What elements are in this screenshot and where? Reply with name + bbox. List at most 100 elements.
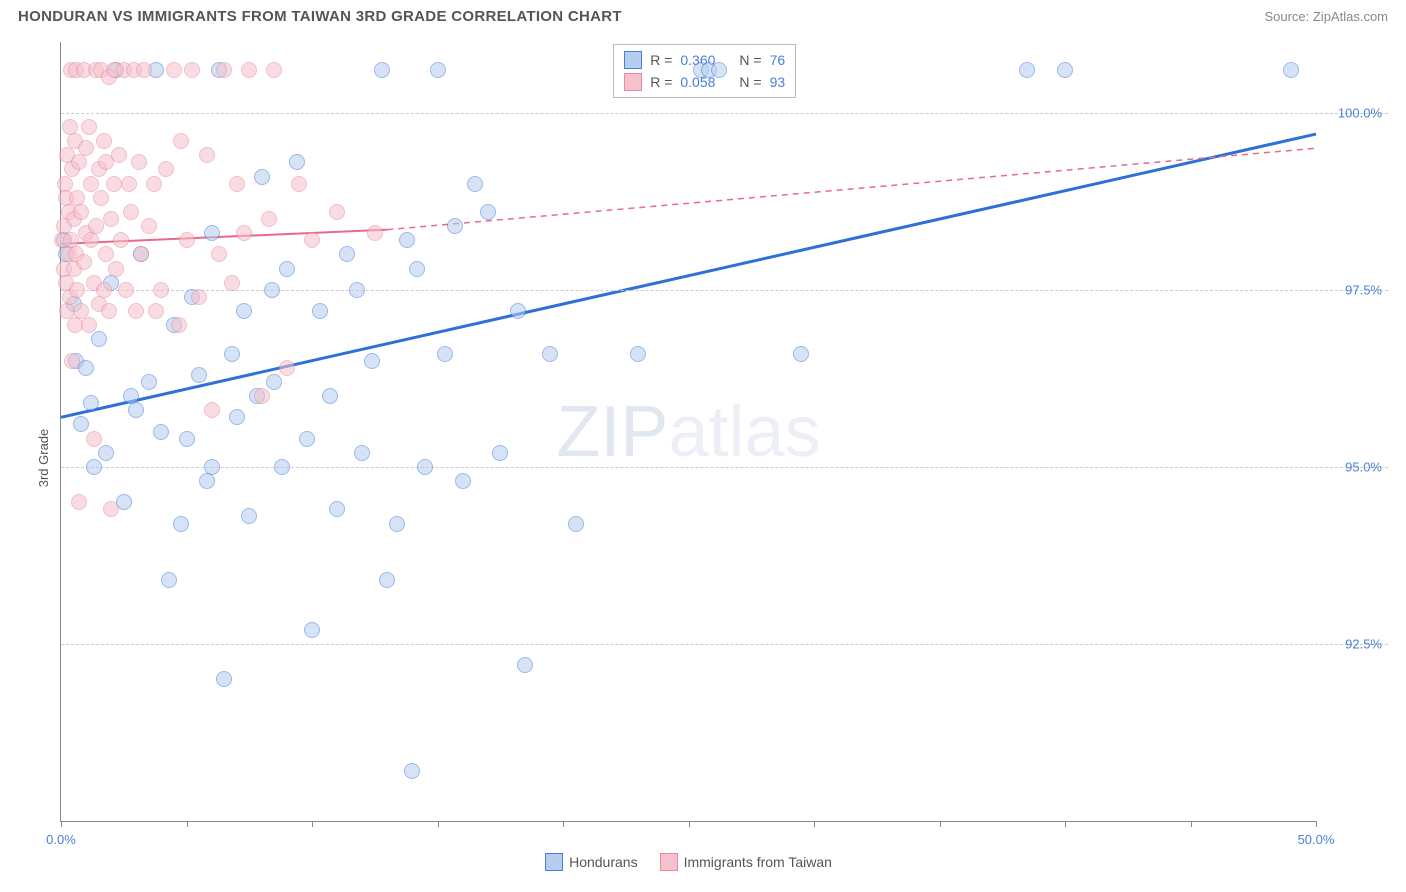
- x-tick: [563, 821, 564, 827]
- data-point: [83, 232, 99, 248]
- data-point: [133, 246, 149, 262]
- gridline: [61, 290, 1388, 291]
- x-tick: [61, 821, 62, 827]
- y-tick-label: 92.5%: [1345, 636, 1382, 651]
- x-tick: [312, 821, 313, 827]
- x-tick: [187, 821, 188, 827]
- data-point: [71, 494, 87, 510]
- data-point: [467, 176, 483, 192]
- data-point: [136, 62, 152, 78]
- data-point: [241, 62, 257, 78]
- data-point: [111, 147, 127, 163]
- data-point: [266, 62, 282, 78]
- gridline: [61, 467, 1388, 468]
- data-point: [291, 176, 307, 192]
- data-point: [364, 353, 380, 369]
- data-point: [339, 246, 355, 262]
- data-point: [121, 176, 137, 192]
- data-point: [211, 246, 227, 262]
- data-point: [304, 622, 320, 638]
- data-point: [191, 289, 207, 305]
- x-tick: [940, 821, 941, 827]
- data-point: [103, 501, 119, 517]
- plot-area: ZIPatlas R = 0.360 N = 76 R = 0.058 N = …: [60, 42, 1316, 822]
- data-point: [793, 346, 809, 362]
- swatch-taiwan: [624, 73, 642, 91]
- data-point: [204, 459, 220, 475]
- data-point: [78, 360, 94, 376]
- data-point: [517, 657, 533, 673]
- x-tick: [438, 821, 439, 827]
- data-point: [266, 374, 282, 390]
- watermark: ZIPatlas: [556, 391, 820, 473]
- x-tick: [689, 821, 690, 827]
- data-point: [96, 282, 112, 298]
- data-point: [179, 431, 195, 447]
- chart-container: 3rd Grade ZIPatlas R = 0.360 N = 76 R = …: [18, 42, 1388, 874]
- data-point: [289, 154, 305, 170]
- data-point: [224, 346, 240, 362]
- data-point: [191, 367, 207, 383]
- data-point: [148, 303, 164, 319]
- data-point: [88, 218, 104, 234]
- data-point: [69, 282, 85, 298]
- data-point: [96, 133, 112, 149]
- swatch-hondurans-icon: [545, 853, 563, 871]
- data-point: [161, 572, 177, 588]
- data-point: [322, 388, 338, 404]
- x-tick: [1191, 821, 1192, 827]
- data-point: [224, 275, 240, 291]
- data-point: [329, 501, 345, 517]
- data-point: [171, 317, 187, 333]
- data-point: [131, 154, 147, 170]
- data-point: [93, 190, 109, 206]
- data-point: [153, 424, 169, 440]
- data-point: [98, 246, 114, 262]
- swatch-taiwan-icon: [660, 853, 678, 871]
- data-point: [166, 62, 182, 78]
- data-point: [101, 303, 117, 319]
- data-point: [118, 282, 134, 298]
- data-point: [106, 176, 122, 192]
- data-point: [492, 445, 508, 461]
- data-point: [279, 360, 295, 376]
- data-point: [83, 176, 99, 192]
- data-point: [304, 232, 320, 248]
- data-point: [437, 346, 453, 362]
- data-point: [264, 282, 280, 298]
- data-point: [430, 62, 446, 78]
- data-point: [204, 225, 220, 241]
- data-point: [64, 353, 80, 369]
- legend-series: Hondurans Immigrants from Taiwan: [61, 853, 1316, 871]
- data-point: [199, 147, 215, 163]
- y-tick-label: 97.5%: [1345, 282, 1382, 297]
- y-axis-label: 3rd Grade: [36, 429, 51, 488]
- legend-item-hondurans: Hondurans: [545, 853, 638, 871]
- x-tick: [814, 821, 815, 827]
- data-point: [73, 416, 89, 432]
- data-point: [153, 282, 169, 298]
- data-point: [86, 459, 102, 475]
- data-point: [630, 346, 646, 362]
- data-point: [254, 388, 270, 404]
- data-point: [83, 395, 99, 411]
- data-point: [299, 431, 315, 447]
- data-point: [91, 331, 107, 347]
- data-point: [98, 445, 114, 461]
- y-tick-label: 95.0%: [1345, 459, 1382, 474]
- chart-title: HONDURAN VS IMMIGRANTS FROM TAIWAN 3RD G…: [18, 8, 622, 25]
- gridline: [61, 644, 1388, 645]
- data-point: [1283, 62, 1299, 78]
- data-point: [86, 431, 102, 447]
- data-point: [216, 62, 232, 78]
- data-point: [236, 225, 252, 241]
- data-point: [1019, 62, 1035, 78]
- data-point: [199, 473, 215, 489]
- gridline: [61, 113, 1388, 114]
- data-point: [173, 133, 189, 149]
- data-point: [108, 261, 124, 277]
- data-point: [354, 445, 370, 461]
- data-point: [455, 473, 471, 489]
- data-point: [204, 402, 220, 418]
- data-point: [141, 374, 157, 390]
